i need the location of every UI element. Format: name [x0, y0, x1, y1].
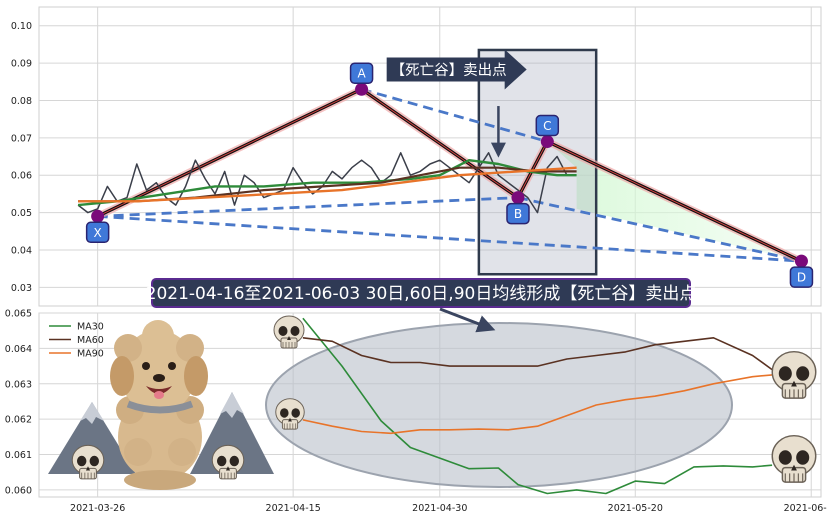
sell-arrow-shape	[386, 49, 527, 90]
dashed-line-xd	[97, 214, 802, 263]
lower-y-tick-label: 0.064	[5, 344, 32, 355]
upper-y-tick-label: 0.05	[11, 208, 32, 219]
leg-xa-core	[97, 88, 362, 217]
decorative-illustrations	[48, 315, 817, 490]
lower-series-ma60	[302, 336, 773, 371]
pattern-point-d-marker	[794, 254, 808, 268]
dog-mascot-icon	[110, 320, 208, 490]
upper-y-tick-label: 0.06	[11, 171, 32, 182]
lower-y-tick-labels: 0.060 0.061 0.062 0.063 0.064 0.065	[5, 309, 32, 497]
x-tick-label: 2021-03-26	[70, 503, 125, 514]
skull-icon	[273, 315, 305, 349]
x-tick-label: 2021-05-20	[608, 503, 663, 514]
upper-series-ma90	[78, 166, 577, 203]
skull-eye-right	[291, 408, 300, 418]
skull-nose	[288, 417, 292, 422]
skull-nose	[287, 336, 291, 340]
lower-y-tick-label: 0.060	[5, 485, 32, 496]
skull-nose	[791, 464, 797, 471]
pattern-point-a-marker	[355, 82, 369, 96]
banner-arrow	[439, 307, 496, 333]
x-tick-label: 2021-04-30	[412, 503, 467, 514]
legend-label-ma90: MA90	[77, 349, 104, 360]
pattern-point-b-label: B	[514, 207, 522, 221]
upper-y-tick-label: 0.04	[11, 245, 32, 256]
upper-panel-content: X A B C D 【死亡谷】卖出点	[77, 48, 814, 288]
skull-eye-right	[796, 366, 810, 381]
x-tick-labels: 2021-03-26 2021-04-15 2021-04-30 2021-05-20…	[70, 503, 827, 514]
lower-y-tick-label: 0.065	[5, 309, 32, 320]
x-tick-label: 2021-06-07	[784, 503, 827, 514]
mountain-right-snow-icon	[220, 392, 244, 418]
upper-y-tick-label: 0.10	[11, 21, 32, 32]
pattern-point-a-box	[349, 62, 374, 84]
dashed-line-bd	[517, 196, 802, 263]
legend-label-ma60: MA60	[77, 335, 104, 346]
upper-y-tick-label: 0.07	[11, 133, 32, 144]
leg-cd-core	[547, 141, 802, 262]
death-valley-banner: 2021-04-16至2021-06-03 30日,60日,90日均线形成【死亡…	[146, 278, 697, 308]
dashed-line-xb	[97, 196, 519, 218]
skull-eye-right	[290, 326, 300, 336]
legend-label-ma30: MA30	[77, 322, 104, 333]
x-tick-label: 2021-04-15	[266, 503, 321, 514]
upper-y-tick-label: 0.03	[11, 283, 32, 294]
skull-eye-left	[216, 455, 227, 467]
pattern-point-x-marker	[91, 209, 105, 223]
lower-panel-content	[265, 317, 773, 495]
skull-eye-left	[280, 408, 289, 418]
skull-eye-left	[778, 450, 792, 465]
banner-text: 2021-04-16至2021-06-03 30日,60日,90日均线形成【死亡…	[146, 284, 697, 304]
pattern-point-c-label: C	[543, 119, 551, 133]
pattern-point-b-marker	[511, 191, 525, 205]
pattern-point-x-label: X	[94, 226, 102, 240]
pattern-point-x-box	[85, 221, 110, 244]
dashed-line-ac	[361, 87, 548, 143]
mountain-left-icon	[48, 402, 136, 474]
pattern-point-d-label: D	[797, 271, 806, 285]
sell-arrow-label: 【死亡谷】卖出点	[391, 62, 507, 79]
upper-y-tick-label: 0.08	[11, 96, 32, 107]
pattern-point-d-box	[789, 266, 814, 288]
mountain-right-icon	[190, 392, 274, 474]
lower-series-ma30	[302, 317, 773, 495]
skull-eye-right	[796, 450, 810, 465]
lower-y-tick-label: 0.062	[5, 415, 32, 426]
mountain-left-snow-icon	[80, 402, 104, 424]
skull-nose	[791, 380, 797, 387]
lower-legend: MA30 MA60 MA90	[49, 322, 104, 360]
pattern-point-c-box	[535, 114, 560, 137]
sell-arrow: 【死亡谷】卖出点	[386, 49, 527, 90]
skull-eye-right	[89, 455, 100, 467]
leg-ab-core	[361, 88, 519, 198]
lower-series-ma90	[302, 374, 773, 435]
lower-y-tick-label: 0.063	[5, 379, 32, 390]
skull-nose	[85, 466, 91, 471]
skull-icon	[71, 444, 105, 480]
skull-icon	[211, 444, 245, 480]
skull-eye-left	[278, 326, 288, 336]
upper-y-tick-labels: 0.03 0.04 0.05 0.06 0.07 0.08 0.09 0.10	[11, 21, 32, 294]
skull-eye-left	[76, 455, 87, 467]
lower-y-tick-label: 0.061	[5, 450, 32, 461]
skull-icon	[771, 434, 817, 483]
skull-eye-left	[778, 366, 792, 381]
skull-icon	[275, 398, 305, 430]
pattern-point-a-label: A	[357, 67, 366, 81]
skull-icon	[771, 350, 817, 399]
pattern-point-c-marker	[540, 135, 554, 149]
skull-icons	[71, 315, 817, 483]
upper-y-tick-label: 0.09	[11, 59, 32, 70]
death-valley-ellipse	[265, 322, 733, 488]
pattern-point-b-box	[506, 202, 530, 225]
upper-panel-frame	[38, 6, 822, 307]
skull-nose	[225, 466, 231, 471]
skull-eye-right	[229, 455, 240, 467]
